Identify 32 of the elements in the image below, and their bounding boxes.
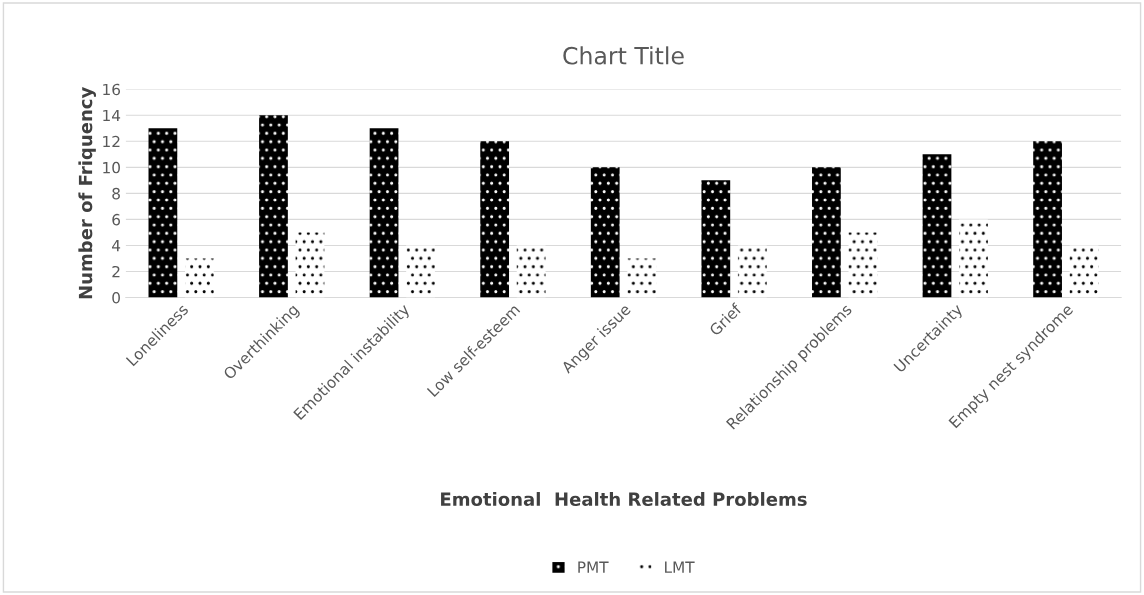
y-tick-label: 0 xyxy=(112,291,120,304)
bar xyxy=(737,245,767,298)
bar xyxy=(701,180,731,298)
y-tick-label: 6 xyxy=(112,213,121,226)
bar xyxy=(406,245,435,298)
y-tick-label: 2 xyxy=(112,265,120,278)
legend-label: PMT xyxy=(578,561,609,573)
y-tick-label: 4 xyxy=(112,240,121,252)
y-tick-label: 16 xyxy=(103,83,121,96)
y-tick-label: 14 xyxy=(103,109,121,122)
y-tick-label: 8 xyxy=(112,187,120,200)
bar xyxy=(848,232,878,298)
bar xyxy=(295,232,325,298)
bar xyxy=(516,245,546,298)
bar xyxy=(148,128,178,298)
bar xyxy=(812,167,841,298)
bar xyxy=(590,167,620,298)
y-tick-label: 10 xyxy=(103,161,120,174)
y-axis-title: Number of Friquency xyxy=(78,87,96,299)
bar xyxy=(185,258,214,298)
x-axis-title: Emotional Health Related Problems xyxy=(441,492,807,507)
bar xyxy=(627,258,657,298)
bar xyxy=(259,115,288,298)
chart-title: Chart Title xyxy=(563,46,684,65)
legend-label: LMT xyxy=(665,561,695,573)
bar xyxy=(369,128,399,298)
bar xyxy=(1033,141,1062,298)
bar xyxy=(480,141,510,298)
bar xyxy=(1069,245,1099,298)
bar xyxy=(922,154,952,298)
bar xyxy=(959,219,988,298)
y-tick-label: 12 xyxy=(103,135,120,148)
